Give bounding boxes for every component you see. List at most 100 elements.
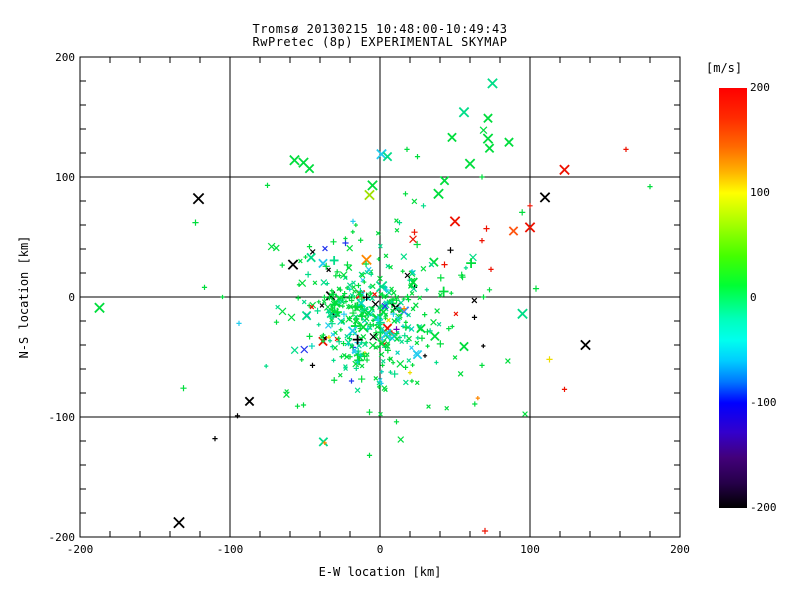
scatter-point	[273, 319, 280, 325]
scatter-point	[522, 411, 528, 417]
scatter-point	[264, 182, 271, 188]
scatter-point	[452, 355, 458, 360]
scatter-point	[386, 290, 392, 296]
scatter-point	[418, 335, 426, 342]
scatter-point	[433, 188, 444, 200]
scatter-point	[426, 404, 431, 409]
scatter-point	[380, 358, 386, 364]
scatter-point	[422, 353, 428, 358]
scatter-point	[330, 238, 337, 245]
scatter-point	[294, 403, 301, 409]
scatter-point	[351, 284, 356, 290]
scatter-point	[488, 266, 494, 272]
scatter-point	[331, 377, 338, 384]
scatter-point	[346, 282, 353, 289]
scatter-point	[353, 365, 359, 372]
scatter-point	[447, 132, 457, 143]
scatter-point	[415, 335, 420, 340]
scatter-point	[339, 271, 348, 279]
scatter-point	[316, 299, 321, 304]
scatter-point	[393, 297, 400, 304]
scatter-point	[394, 227, 400, 233]
scatter-point	[373, 345, 379, 350]
scatter-point	[361, 351, 366, 356]
scatter-point	[459, 341, 469, 352]
plot-title: Tromsø 20130215 10:48:00-10:49:43	[252, 22, 508, 36]
scatter-point	[420, 265, 427, 272]
scatter-point	[368, 341, 377, 350]
scatter-point	[337, 299, 342, 305]
scatter-point	[308, 342, 316, 350]
scatter-point	[355, 282, 362, 289]
scatter-point	[327, 338, 333, 343]
scatter-point	[401, 305, 407, 312]
y-tick-label: 0	[68, 291, 75, 304]
scatter-point	[437, 292, 443, 298]
scatter-point	[463, 265, 469, 270]
scatter-point	[425, 344, 430, 349]
scatter-point	[305, 271, 312, 278]
scatter-point	[378, 307, 389, 317]
scatter-point	[339, 295, 346, 302]
scatter-point	[350, 229, 355, 234]
scatter-point	[322, 440, 327, 445]
scatter-point	[385, 263, 391, 269]
scatter-point	[212, 436, 218, 442]
scatter-point	[449, 291, 454, 296]
scatter-point	[362, 279, 367, 285]
scatter-point	[378, 351, 385, 358]
colorbar-tick-label: 100	[750, 186, 770, 199]
scatter-point	[340, 340, 347, 347]
scatter-point	[234, 413, 241, 419]
scatter-point	[407, 278, 412, 283]
scatter-point	[376, 148, 387, 160]
scatter-point	[329, 290, 337, 298]
scatter-point	[318, 437, 329, 447]
scatter-point	[359, 272, 366, 279]
x-tick-label: 100	[520, 543, 540, 556]
scatter-point	[409, 291, 415, 296]
scatter-point	[358, 237, 364, 243]
scatter-point	[376, 380, 382, 386]
scatter-point	[439, 175, 450, 186]
scatter-point	[394, 336, 400, 342]
scatter-point	[364, 189, 375, 201]
scatter-point	[386, 317, 391, 323]
scatter-point	[349, 344, 355, 350]
scatter-point	[357, 321, 362, 327]
scatter-point	[376, 384, 382, 389]
scatter-point	[504, 137, 514, 147]
scatter-point	[366, 409, 373, 416]
scatter-point	[364, 357, 370, 363]
scatter-point	[331, 358, 336, 363]
scatter-point	[400, 269, 405, 274]
scatter-point	[524, 222, 536, 233]
scatter-point	[404, 293, 411, 300]
scatter-point	[346, 294, 353, 302]
scatter-point	[333, 330, 338, 336]
scatter-point	[316, 322, 321, 327]
scatter-point	[334, 269, 340, 275]
scatter-point	[357, 292, 364, 298]
scatter-point	[367, 325, 373, 331]
scatter-point	[375, 230, 381, 236]
scatter-point	[519, 209, 526, 216]
scatter-point	[348, 332, 353, 337]
scatter-point	[383, 285, 388, 290]
scatter-point	[379, 381, 384, 386]
scatter-point	[389, 286, 394, 292]
scatter-point	[410, 269, 416, 276]
scatter-point	[279, 262, 285, 268]
scatter-point	[546, 356, 553, 363]
scatter-point	[340, 311, 348, 318]
scatter-point	[359, 303, 365, 310]
scatter-point	[381, 385, 388, 391]
scatter-point	[412, 302, 419, 309]
scatter-point	[343, 261, 352, 269]
y-axis-label: N-S location [km]	[17, 235, 31, 359]
scatter-point	[409, 378, 415, 384]
scatter-point	[326, 335, 332, 340]
scatter-point	[351, 302, 360, 312]
scatter-point	[341, 352, 347, 358]
